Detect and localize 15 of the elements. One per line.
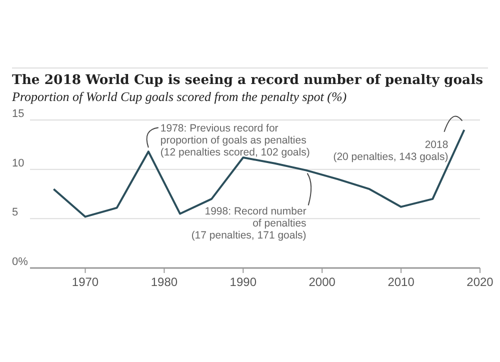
x-tick-label: 1980 [150,275,178,289]
x-tick-label: 1970 [72,275,99,289]
chart-subtitle: Proportion of World Cup goals scored from the penalty spot (%) [11,89,347,104]
y-tick-label: 5 [12,206,18,219]
x-tick-label: 2010 [388,275,415,289]
y-tick-label: 15 [12,108,24,120]
x-tick-label: 2000 [308,275,336,289]
chart-title: The 2018 World Cup is seeing a record number of penalty goals [12,73,484,88]
x-tick-label: 1990 [230,275,257,289]
x-tick-label: 2020 [466,275,494,289]
y-tick-label: 0% [12,256,28,268]
y-tick-label: 10 [12,157,24,170]
annotation: 2018 (20 penalties, 143 goals) [333,138,448,163]
annotation: 1978: Previous record for proportion of goals as penalties (12 penalties scored, 102 goals) [160,122,310,159]
annotation: 1998: Record number of penalties (17 penalties, 171 goals) [191,205,307,242]
